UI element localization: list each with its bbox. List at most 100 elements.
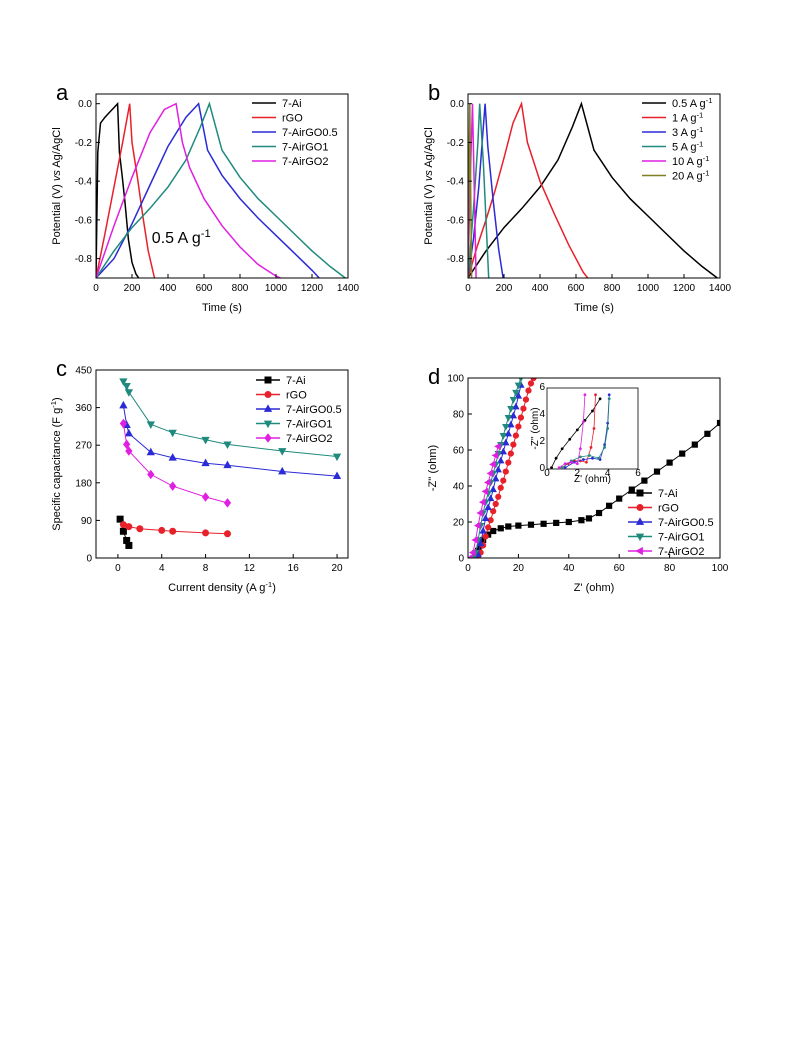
legend-marker-c-1 <box>264 391 272 398</box>
inset-point-4-6 <box>583 393 587 397</box>
x-tick-label-b-1: 200 <box>496 283 513 294</box>
panel-letter-c: c <box>56 356 67 381</box>
data-point-d-0-8 <box>515 522 522 529</box>
data-point-d-1-22 <box>527 380 535 387</box>
data-point-d-1-7 <box>490 508 497 515</box>
series-line-b-3 <box>468 103 490 278</box>
legend-marker-d-0 <box>636 489 644 497</box>
legend-marker-c-0 <box>264 376 272 384</box>
series-line-b-0 <box>468 101 718 278</box>
legend-label-c-3: 7-AirGO1 <box>286 419 332 431</box>
data-point-d-0-9 <box>527 521 535 528</box>
plot-data-c <box>116 378 342 549</box>
x-axis-label-d: Z' (ohm) <box>574 582 615 594</box>
data-point-c-0-0 <box>116 515 124 523</box>
data-point-d-1-14 <box>507 450 514 457</box>
data-point-d-2-11 <box>499 447 507 455</box>
plot-data-d <box>468 378 720 558</box>
series-line-a-1 <box>96 103 156 278</box>
y-tick-label-c-2: 180 <box>75 478 92 489</box>
y-tick-label-d-4: 80 <box>453 410 465 421</box>
data-point-d-0-13 <box>578 517 585 524</box>
legend-a: 7-Ai rGO 7-AirGO0.5 7-AirGO1 7-AirGO2 <box>252 98 338 168</box>
data-point-d-2-8 <box>492 474 500 482</box>
data-point-d-3-19 <box>518 378 524 383</box>
y-tick-label-a-4: -0.8 <box>75 254 93 265</box>
legend-marker-c-2 <box>263 404 273 412</box>
x-tick-label-d-5: 100 <box>712 563 729 574</box>
data-point-c-1-5 <box>202 529 210 537</box>
data-point-c-3-5 <box>201 436 210 445</box>
data-point-c-3-7 <box>278 448 287 456</box>
x-tick-label-d-1: 20 <box>513 563 525 574</box>
inset-x-tick-1: 2 <box>575 468 581 479</box>
x-tick-label-a-7: 1400 <box>337 283 360 294</box>
data-point-d-1-21 <box>525 387 532 394</box>
y-tick-label-b-0: 0.0 <box>450 99 464 110</box>
inset-y-tick-1: 2 <box>539 436 545 447</box>
data-point-c-1-3 <box>158 526 166 534</box>
x-tick-label-b-6: 1200 <box>673 283 696 294</box>
data-point-c-3-4 <box>168 429 177 438</box>
panel-letter-a: a <box>56 80 69 105</box>
data-point-d-2-13 <box>504 429 513 437</box>
data-point-d-3-12 <box>499 433 507 440</box>
data-point-d-2-4 <box>481 514 490 521</box>
legend-label-d-2: 7-AirGO0.5 <box>658 517 714 529</box>
inset-x-tick-3: 6 <box>635 468 641 479</box>
legend-marker-d-2 <box>635 517 645 525</box>
x-tick-label-a-2: 400 <box>160 283 177 294</box>
x-tick-label-b-2: 400 <box>532 283 549 294</box>
data-point-d-2-14 <box>507 420 515 428</box>
x-tick-label-a-3: 600 <box>196 283 213 294</box>
x-tick-label-b-4: 800 <box>604 283 621 294</box>
data-point-d-1-5 <box>485 524 492 531</box>
inset-y-tick-3: 6 <box>539 382 545 393</box>
y-tick-label-a-3: -0.6 <box>75 215 93 226</box>
data-point-d-1-15 <box>510 441 517 448</box>
data-point-d-4-11 <box>494 442 501 451</box>
y-tick-label-c-5: 450 <box>75 366 92 377</box>
data-point-c-3-0 <box>119 378 128 386</box>
legend-marker-d-3 <box>635 533 645 542</box>
data-point-d-2-2 <box>476 539 485 547</box>
y-tick-label-b-4: -0.8 <box>447 254 465 265</box>
data-point-c-3-8 <box>332 453 342 462</box>
x-tick-label-d-2: 40 <box>563 563 575 574</box>
x-tick-label-a-6: 1200 <box>301 283 324 294</box>
data-point-c-2-5 <box>201 458 210 467</box>
y-axis-label-b: Potential (V) vs Ag/AgCl <box>423 127 435 244</box>
x-tick-label-c-2: 8 <box>203 563 209 574</box>
data-point-d-4-0 <box>468 554 474 558</box>
data-point-c-2-3 <box>146 447 155 456</box>
y-tick-label-d-0: 0 <box>458 554 464 565</box>
legend-label-a-0: 7-Ai <box>282 98 302 110</box>
data-point-d-0-24 <box>704 430 711 437</box>
legend-marker-d-1 <box>636 504 644 511</box>
plot-frame-d <box>467 377 721 559</box>
inset-point-1-7 <box>594 393 597 397</box>
legend-label-d-0: 7-Ai <box>658 488 678 500</box>
data-point-d-2-10 <box>497 456 505 464</box>
data-point-d-0-6 <box>497 525 504 532</box>
series-line-a-2 <box>96 102 320 278</box>
data-point-d-0-17 <box>616 495 623 502</box>
x-tick-label-a-4: 800 <box>232 283 249 294</box>
x-tick-label-b-3: 600 <box>568 283 585 294</box>
data-point-c-4-3 <box>147 469 155 480</box>
legend-label-b-4: 10 A g-1 <box>672 154 709 169</box>
legend-label-b-5: 20 A g-1 <box>672 168 709 183</box>
inset-x-label: Z' (ohm) <box>574 474 611 485</box>
series-line-a-3 <box>96 101 346 278</box>
y-axis-label-c: Specific capacitance (F g-1) <box>49 397 64 530</box>
data-point-d-4-3 <box>473 521 481 530</box>
data-point-c-3-6 <box>223 441 232 450</box>
data-point-d-2-9 <box>494 465 502 473</box>
legend-label-d-3: 7-AirGO1 <box>658 532 704 544</box>
data-point-d-0-25 <box>716 419 720 427</box>
data-point-c-4-6 <box>223 498 232 508</box>
inset-line-4 <box>558 394 586 468</box>
data-point-d-1-8 <box>492 500 499 508</box>
data-point-c-4-0 <box>119 418 128 429</box>
